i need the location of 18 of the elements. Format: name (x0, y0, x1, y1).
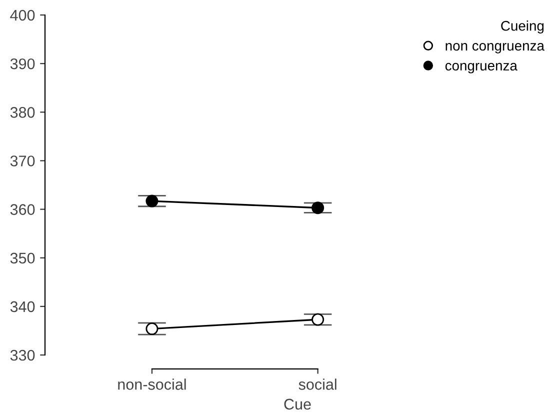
y-tick-label: 380 (10, 107, 35, 118)
point (312, 313, 324, 326)
y-tick-label: 370 (10, 156, 35, 166)
point (146, 322, 158, 336)
y-tick-label: 340 (10, 301, 35, 312)
y-tick-label: 400 (10, 10, 35, 21)
y-tick-label: 360 (10, 204, 35, 215)
point (312, 202, 324, 214)
legend-label: non congruenza (446, 43, 544, 54)
point (146, 194, 158, 208)
x-tick-label: social (298, 378, 336, 390)
x-axis-title: Cue (284, 398, 311, 410)
legend-label: congruenza (445, 62, 518, 74)
y-tick-label: 330 (10, 350, 35, 361)
legend-title: Cueing (501, 20, 544, 34)
y-tick-label: 390 (10, 58, 35, 70)
x-tick-label: non-social (118, 378, 186, 390)
y-tick-label: 350 (10, 252, 35, 264)
